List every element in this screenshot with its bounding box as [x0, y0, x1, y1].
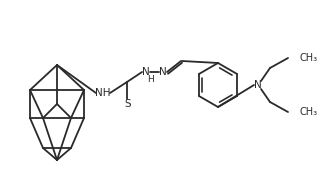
Text: H: H: [148, 76, 154, 85]
Text: N: N: [142, 67, 150, 77]
Text: N: N: [254, 80, 262, 90]
Text: S: S: [125, 99, 131, 109]
Text: CH₃: CH₃: [300, 107, 318, 117]
Text: CH₃: CH₃: [300, 53, 318, 63]
Text: NH: NH: [95, 88, 111, 98]
Text: N: N: [159, 67, 167, 77]
